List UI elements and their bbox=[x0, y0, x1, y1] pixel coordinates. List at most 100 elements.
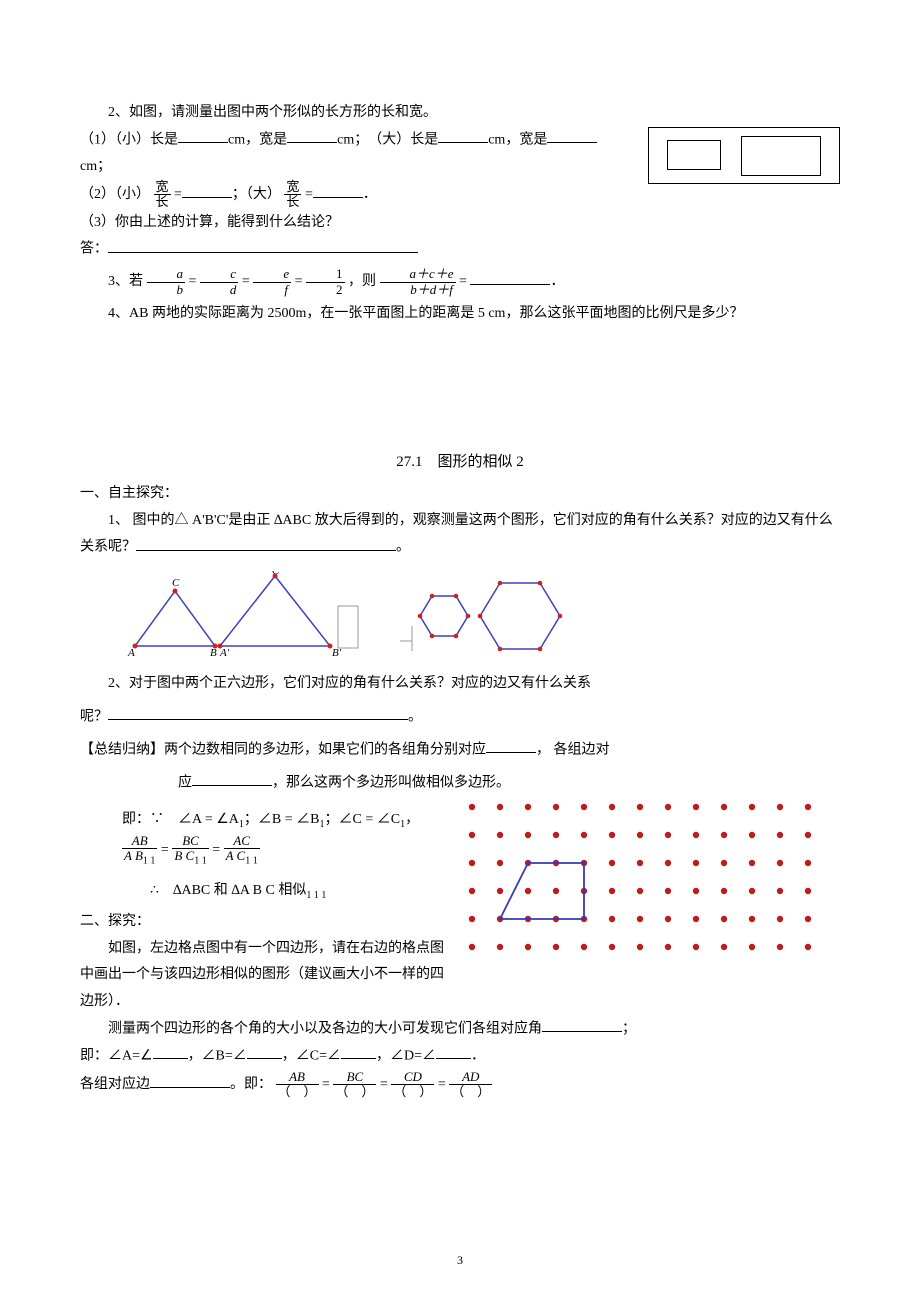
page-number: 3 bbox=[0, 1249, 920, 1272]
q4: 4、AB 两地的实际距离为 2500m，在一张平面图上的距离是 5 cm，那么这… bbox=[80, 301, 840, 328]
unit-cm: cm bbox=[80, 159, 97, 174]
sec-p2-line2: 呢？ 。 bbox=[80, 704, 840, 731]
blank bbox=[136, 534, 396, 550]
hexagons-svg bbox=[400, 571, 620, 661]
fraction: 宽长 bbox=[284, 180, 301, 210]
rect-figure bbox=[648, 127, 840, 184]
large-rect bbox=[741, 136, 821, 176]
fraction: CD（ ） bbox=[391, 1070, 434, 1100]
fraction: AD（ ） bbox=[449, 1070, 492, 1100]
sec-p1: 1、 图中的△ A'B'C'是由正 ∆ABC 放大后得到的，观察测量这两个图形，… bbox=[80, 508, 840, 562]
txt: ， bbox=[405, 812, 419, 827]
blank bbox=[150, 1071, 230, 1087]
txt: ，∠B=∠ bbox=[188, 1048, 247, 1063]
txt: ，则 bbox=[348, 274, 376, 289]
q2-l1-pre: （1）（小）长是 bbox=[80, 132, 178, 147]
unit-cm: cm bbox=[337, 132, 354, 147]
blank bbox=[178, 127, 228, 143]
q2-l3: （3）你由上述的计算，能得到什么结论？ bbox=[80, 215, 339, 230]
txt: ，∠C=∠ bbox=[282, 1048, 341, 1063]
sec-h1: 一、自主探究： bbox=[80, 481, 840, 508]
blank bbox=[486, 737, 536, 753]
s2-p2: 测量两个四边形的各个角的大小以及各边的大小可发现它们各组对应角 ； bbox=[80, 1016, 840, 1043]
txt: ． bbox=[550, 274, 564, 289]
blank bbox=[438, 127, 488, 143]
triangle-hex-figure: A B C A' B' C' bbox=[120, 571, 840, 661]
blank bbox=[182, 182, 232, 198]
fraction: AB（ ） bbox=[276, 1070, 319, 1100]
fraction: BC（ ） bbox=[333, 1070, 376, 1100]
blank bbox=[153, 1043, 188, 1059]
txt: 呢？ bbox=[80, 709, 108, 724]
fraction: 宽长 bbox=[154, 180, 171, 210]
fraction: ABA B1 1 bbox=[122, 834, 157, 867]
txt: ，宽是 bbox=[245, 132, 287, 147]
fraction: ef bbox=[253, 267, 291, 297]
txt: 即：∠A=∠ bbox=[80, 1048, 153, 1063]
txt: 2、对于图中两个正六边形，它们对应的角有什么关系？对应的边又有什么关系 bbox=[108, 676, 591, 691]
dot-grid-svg bbox=[460, 797, 840, 972]
eq: = bbox=[189, 274, 200, 289]
txt: ；（大） bbox=[232, 187, 281, 202]
blank bbox=[108, 236, 418, 252]
svg-text:A': A' bbox=[219, 647, 230, 659]
unit-cm: cm bbox=[228, 132, 245, 147]
ans-label: 答： bbox=[80, 242, 108, 257]
txt: ； bbox=[622, 1021, 636, 1036]
triangles-svg: A B C A' B' C' bbox=[120, 571, 360, 661]
sec-p2: 2、对于图中两个正六边形，它们对应的角有什么关系？对应的边又有什么关系 bbox=[80, 671, 840, 698]
q2-answer: 答： bbox=[80, 236, 840, 263]
eq: = bbox=[242, 274, 253, 289]
blank bbox=[542, 1016, 622, 1032]
svg-text:C: C bbox=[172, 577, 180, 589]
txt: ；∠B = ∠B bbox=[244, 812, 320, 827]
q3: 3、若 ab = cd = ef = 12 ，则 a＋c＋eb＋d＋f = ． bbox=[80, 267, 840, 297]
blank bbox=[341, 1043, 376, 1059]
blank bbox=[436, 1043, 471, 1059]
s2-p4: 各组对应边。即： AB（ ） = BC（ ） = CD（ ） = AD（ ） bbox=[80, 1070, 840, 1100]
txt: ， 各组边对 bbox=[536, 742, 610, 757]
blank bbox=[313, 182, 363, 198]
txt: 。 bbox=[408, 709, 422, 724]
blank bbox=[470, 269, 550, 285]
txt: ． bbox=[471, 1048, 485, 1063]
eq: = bbox=[295, 274, 306, 289]
eq: = bbox=[459, 274, 470, 289]
fraction: ACA C1 1 bbox=[224, 834, 260, 867]
txt: 。 bbox=[396, 540, 410, 555]
unit-cm: cm bbox=[488, 132, 505, 147]
q2-prompt: 2、如图，请测量出图中两个形似的长方形的长和宽。 bbox=[80, 100, 840, 127]
blank bbox=[192, 770, 272, 786]
svg-text:B': B' bbox=[332, 647, 342, 659]
blank bbox=[287, 127, 337, 143]
svg-text:C': C' bbox=[272, 571, 282, 577]
summary: 【总结归纳】两个边数相同的多边形，如果它们的各组角分别对应 ， 各组边对 bbox=[80, 737, 840, 764]
txt: ； （大）长是 bbox=[354, 132, 438, 147]
s2-p3: 即：∠A=∠，∠B=∠，∠C=∠，∠D=∠． bbox=[80, 1043, 840, 1070]
blank bbox=[547, 127, 597, 143]
txt: ，宽是 bbox=[505, 132, 547, 147]
dot-grid-figure bbox=[460, 797, 840, 983]
txt: ； bbox=[97, 159, 111, 174]
fraction: BCB C1 1 bbox=[172, 834, 208, 867]
txt: 测量两个四边形的各个角的大小以及各边的大小可发现它们各组对应角 bbox=[108, 1021, 542, 1036]
txt: 应 bbox=[178, 775, 192, 790]
txt: ∴ ∆ABC 和 ∆A B C 相似 bbox=[150, 883, 306, 898]
fraction: ab bbox=[147, 267, 186, 297]
svg-text:B: B bbox=[210, 647, 217, 659]
summary-line2: 应 ，那么这两个多边形叫做相似多边形。 bbox=[80, 770, 840, 797]
txt: 3、若 bbox=[108, 274, 143, 289]
txt: 【总结归纳】两个边数相同的多边形，如果它们的各组角分别对应 bbox=[80, 742, 486, 757]
svg-text:A: A bbox=[127, 647, 135, 659]
blank bbox=[247, 1043, 282, 1059]
section-title: 27.1 图形的相似 2 bbox=[80, 448, 840, 477]
txt: ，那么这两个多边形叫做相似多边形。 bbox=[272, 775, 510, 790]
txt: 即：∵ ∠A = ∠A bbox=[122, 812, 239, 827]
sub1: 1 1 1 bbox=[306, 890, 326, 901]
txt: ；∠C = ∠C bbox=[324, 812, 400, 827]
txt: 。即： bbox=[230, 1077, 272, 1092]
txt: ． bbox=[363, 187, 377, 202]
q2-l2-pre: （2）（小） bbox=[80, 187, 150, 202]
q2-line1: （1）（小）长是cm，宽是cm； （大）长是cm，宽是cm； （2）（小） 宽长… bbox=[80, 127, 840, 237]
txt: 各组对应边 bbox=[80, 1077, 150, 1092]
